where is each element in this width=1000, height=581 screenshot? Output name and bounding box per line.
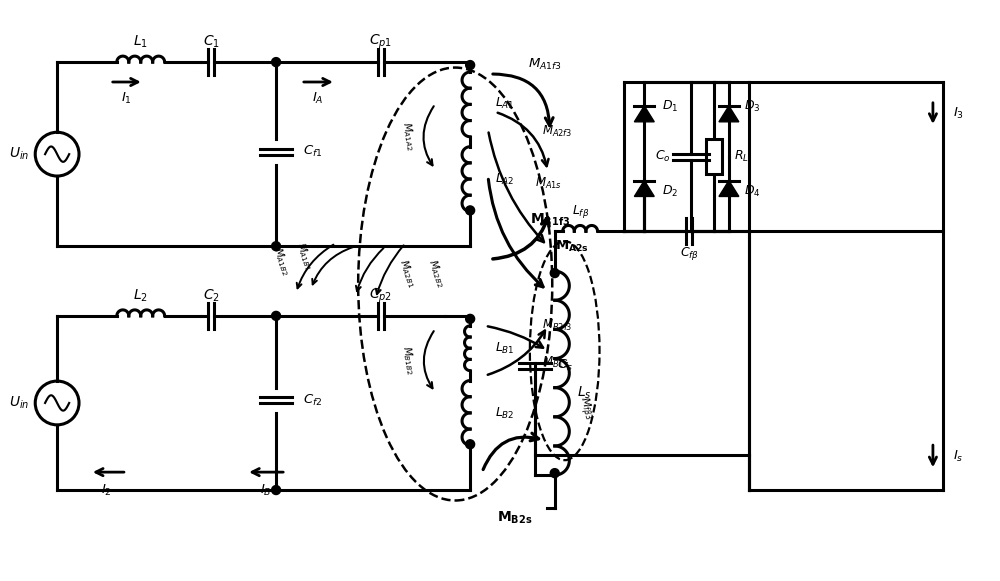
Polygon shape (634, 181, 654, 196)
Text: $M_{A1B2}$: $M_{A1B2}$ (270, 245, 293, 277)
Text: $C_{f2}$: $C_{f2}$ (303, 393, 322, 408)
Text: $M_{B2f3}$: $M_{B2f3}$ (542, 318, 572, 333)
Text: $U_{in}$: $U_{in}$ (9, 394, 29, 411)
Text: $L_{B1}$: $L_{B1}$ (495, 341, 515, 356)
Bar (706, 139, 722, 174)
Text: $D_4$: $D_4$ (744, 184, 760, 199)
Text: $I_A$: $I_A$ (312, 91, 324, 106)
Text: $M_{A2B1}$: $M_{A2B1}$ (396, 257, 419, 289)
Text: $\mathbf{M_{B1f3}}$: $\mathbf{M_{B1f3}}$ (530, 211, 570, 228)
Text: $C_2$: $C_2$ (203, 288, 220, 304)
Text: $R_L$: $R_L$ (734, 149, 749, 164)
Text: $M_{A1B1}$: $M_{A1B1}$ (293, 240, 316, 272)
Text: $M_{B1s}$: $M_{B1s}$ (542, 355, 569, 370)
Circle shape (272, 486, 281, 494)
Polygon shape (719, 181, 739, 196)
Circle shape (466, 206, 475, 215)
Text: $L_s$: $L_s$ (577, 385, 591, 401)
Text: $\mathbf{M_{B2s}}$: $\mathbf{M_{B2s}}$ (497, 510, 533, 526)
Text: $M_{A2f3}$: $M_{A2f3}$ (542, 124, 572, 139)
Text: $I_2$: $I_2$ (101, 482, 112, 497)
Text: $C_{p2}$: $C_{p2}$ (369, 287, 392, 305)
Text: $D_3$: $D_3$ (744, 99, 760, 114)
Text: $L_1$: $L_1$ (133, 34, 148, 51)
Text: $L_{A1}$: $L_{A1}$ (495, 96, 515, 112)
Polygon shape (634, 106, 654, 122)
Text: $L_{A2}$: $L_{A2}$ (495, 172, 515, 187)
Text: $I_1$: $I_1$ (121, 91, 132, 106)
Text: $D_2$: $D_2$ (662, 184, 678, 199)
Text: $I_s$: $I_s$ (953, 449, 963, 464)
Circle shape (272, 242, 281, 250)
Text: $I_B$: $I_B$ (260, 482, 272, 497)
Text: $M_{A2B2}$: $M_{A2B2}$ (425, 257, 448, 289)
Text: $L_{B2}$: $L_{B2}$ (495, 406, 515, 421)
Text: $C_s$: $C_s$ (557, 358, 573, 373)
Text: $M_{A1f3}$: $M_{A1f3}$ (528, 56, 562, 71)
Text: $L_2$: $L_2$ (133, 288, 148, 304)
Circle shape (466, 440, 475, 449)
Text: $M_{B1B2}$: $M_{B1B2}$ (399, 345, 418, 376)
Circle shape (550, 268, 559, 278)
Circle shape (466, 314, 475, 324)
Text: $L_{f\beta}$: $L_{f\beta}$ (572, 203, 589, 220)
Text: $D_1$: $D_1$ (662, 99, 679, 114)
Text: $C_{p1}$: $C_{p1}$ (369, 33, 392, 51)
Text: $C_{f1}$: $C_{f1}$ (303, 144, 322, 159)
Text: $M_{f\beta3}$: $M_{f\beta3}$ (574, 395, 596, 422)
Text: $C_o$: $C_o$ (655, 149, 671, 164)
Text: $C_1$: $C_1$ (203, 34, 220, 51)
Circle shape (272, 58, 281, 67)
Text: $C_{f\beta}$: $C_{f\beta}$ (680, 245, 699, 261)
Text: $I_3$: $I_3$ (953, 106, 964, 121)
Polygon shape (719, 106, 739, 122)
Text: $\mathbf{M_{A2s}}$: $\mathbf{M_{A2s}}$ (555, 239, 589, 254)
Text: $M_{A1A2}$: $M_{A1A2}$ (399, 121, 418, 152)
Text: $M_{A1s}$: $M_{A1s}$ (535, 176, 562, 191)
Circle shape (466, 60, 475, 70)
Text: $U_{in}$: $U_{in}$ (9, 146, 29, 162)
Circle shape (272, 311, 281, 320)
Circle shape (550, 469, 559, 478)
